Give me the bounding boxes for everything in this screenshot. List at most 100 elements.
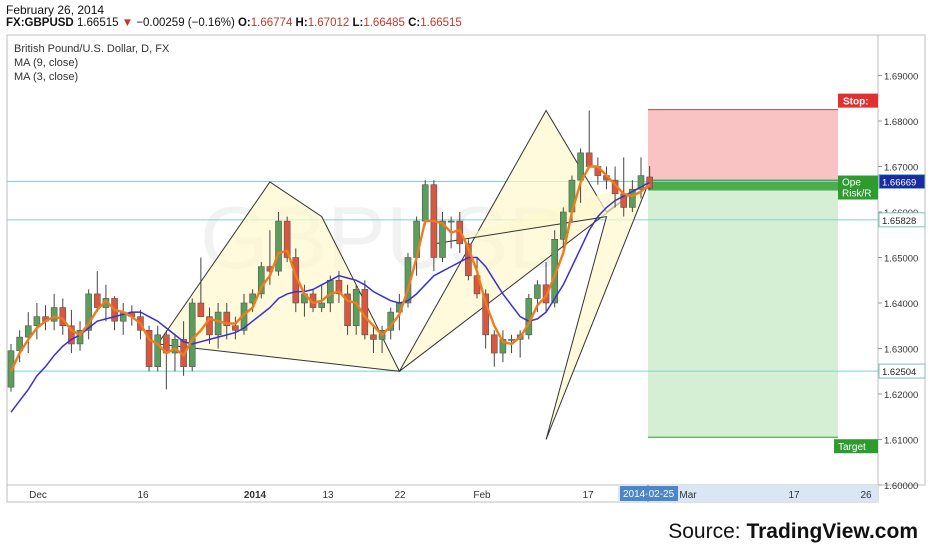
close-value: 1.66515 [420, 17, 462, 29]
candle-body [223, 311, 231, 327]
candle[interactable] [361, 280, 369, 340]
candle-body [94, 293, 101, 308]
candle[interactable] [275, 212, 282, 276]
candle[interactable] [145, 325, 153, 372]
candle-body [508, 339, 515, 341]
candle-body [24, 325, 32, 338]
candle-body [16, 336, 23, 352]
candle-body [197, 302, 205, 317]
high-value: 1.67012 [307, 17, 350, 29]
y-tick-label: 1.65000 [884, 254, 918, 265]
candle[interactable] [283, 216, 291, 263]
x-tick-label: Mar [679, 490, 697, 501]
candle-body [257, 266, 265, 295]
candle[interactable] [318, 284, 325, 313]
price-label-value: 1.62504 [882, 367, 916, 378]
y-tick-label: 1.68000 [884, 117, 918, 128]
candle-body [85, 293, 92, 331]
candle[interactable] [24, 312, 32, 354]
candle[interactable] [188, 298, 196, 372]
x-tick-label: Feb [473, 490, 491, 501]
harmonic-pattern [433, 180, 651, 440]
y-tick-label: 1.62000 [884, 390, 918, 401]
x-tick-label: 22 [394, 490, 406, 501]
legend-ma9: MA (9, close) [14, 57, 78, 69]
candle[interactable] [430, 180, 438, 272]
down-arrow-icon: ▼ [121, 17, 134, 29]
candle-body [439, 220, 446, 258]
candle[interactable] [257, 262, 265, 299]
y-tick-label: 1.64000 [884, 299, 918, 310]
candle-body [154, 334, 162, 368]
candle-body [447, 220, 455, 223]
candle[interactable] [439, 212, 446, 263]
ma3-line [9, 165, 651, 372]
candle-body [188, 302, 196, 368]
quote-line: FX:GBPUSD 1.66515 ▼ −0.00259 (−0.16%) O:… [6, 17, 462, 29]
candle[interactable] [214, 303, 222, 349]
price-chart[interactable]: GBPUSD1.600001.610001.620001.630001.6400… [0, 0, 932, 510]
candle-body [214, 311, 222, 336]
price-change: −0.00259 (−0.16%) [136, 17, 235, 29]
price-axis[interactable] [877, 34, 926, 486]
candle[interactable] [171, 334, 179, 372]
candle[interactable] [370, 325, 377, 354]
candle-body [206, 316, 213, 336]
legend-ma3: MA (3, close) [14, 71, 78, 83]
candle[interactable] [94, 271, 101, 313]
candle[interactable] [490, 330, 498, 367]
candle[interactable] [421, 180, 429, 226]
candle-body [482, 293, 489, 336]
y-tick-label: 1.60000 [884, 481, 918, 492]
price-label-value: 1.65828 [882, 216, 916, 227]
price-label-box [878, 363, 926, 379]
candle[interactable] [154, 325, 162, 372]
close-label: C: [408, 17, 421, 29]
candle[interactable] [223, 303, 231, 340]
stop-zone [648, 109, 838, 182]
x-tick-label: 16 [137, 490, 149, 501]
y-tick-label: 1.69000 [884, 72, 918, 83]
x-tick-label: 17 [788, 490, 800, 501]
candle[interactable] [560, 207, 567, 249]
ma9-line [10, 181, 650, 413]
target-label: Target [838, 442, 866, 453]
y-tick-label: 1.63000 [884, 345, 918, 356]
source-brand: TradingView.com [746, 520, 918, 543]
candle[interactable] [50, 293, 58, 331]
candle[interactable] [16, 330, 23, 363]
risk-label: Risk/R [842, 189, 871, 200]
candle[interactable] [344, 284, 351, 335]
symbol-label: FX:GBPUSD [6, 17, 74, 29]
candle-body [171, 339, 179, 354]
stop-label: Stop: [843, 97, 869, 108]
high-label: H: [295, 17, 308, 29]
candle-body [318, 302, 325, 308]
source-prefix: Source: [668, 520, 741, 543]
price-label-box [878, 212, 926, 228]
candle-body [490, 334, 498, 354]
candle-body [327, 279, 334, 304]
candle-body [33, 316, 41, 327]
candle-body [344, 293, 351, 327]
source-credit: Source: TradingView.com [668, 520, 918, 544]
candle[interactable] [85, 289, 92, 340]
candle-body [275, 220, 282, 272]
candle[interactable] [33, 303, 41, 340]
open-label: Ope [842, 178, 861, 189]
candle[interactable] [197, 257, 205, 317]
candle-body [560, 211, 567, 240]
chart-date: February 26, 2014 [6, 3, 105, 17]
x-tick-label: 17 [582, 490, 594, 501]
x-tick-label: Dec [29, 490, 47, 501]
candle[interactable] [206, 307, 213, 344]
candle[interactable] [59, 298, 67, 335]
candle[interactable] [232, 316, 239, 340]
candle-body [145, 329, 153, 367]
candle-body [629, 188, 636, 208]
open-badge [838, 175, 878, 200]
legend-title: British Pound/U.S. Dollar, D, FX [14, 43, 170, 55]
candle-body [637, 175, 645, 190]
low-label: L: [352, 17, 364, 29]
candle-body [68, 325, 75, 345]
